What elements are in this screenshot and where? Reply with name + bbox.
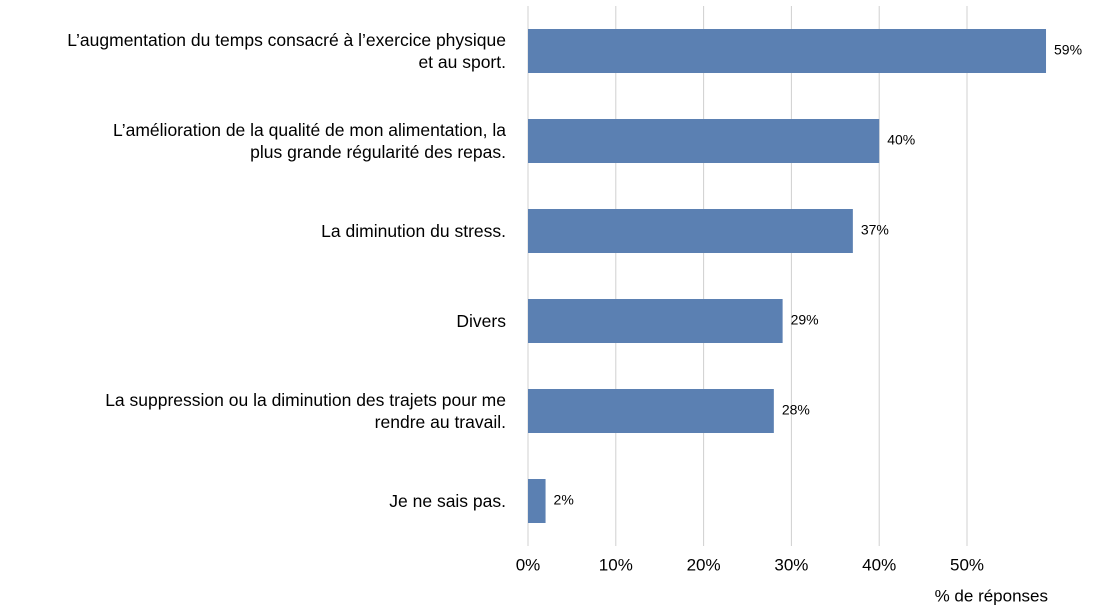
category-label: La suppression ou la diminution des traj…	[105, 390, 506, 432]
x-tick-label: 20%	[687, 555, 721, 574]
x-tick-label: 0%	[516, 555, 541, 574]
value-label: 37%	[861, 222, 889, 238]
category-label: L’amélioration de la qualité de mon alim…	[112, 120, 506, 162]
x-tick-label: 10%	[599, 555, 633, 574]
category-label: Je ne sais pas.	[389, 491, 506, 511]
bar	[528, 299, 783, 343]
bar	[528, 209, 853, 253]
value-label: 40%	[887, 132, 915, 148]
category-label: La diminution du stress.	[321, 221, 506, 241]
value-label: 2%	[554, 492, 574, 508]
value-label: 59%	[1054, 42, 1082, 58]
bar	[528, 389, 774, 433]
bar	[528, 119, 880, 163]
x-tick-label: 30%	[774, 555, 808, 574]
bar	[528, 479, 546, 523]
x-tick-label: 50%	[950, 555, 984, 574]
value-label: 28%	[782, 402, 810, 418]
x-tick-label: 40%	[862, 555, 896, 574]
category-label: Divers	[456, 311, 506, 331]
x-axis-label: % de réponses	[935, 586, 1048, 605]
category-label: L’augmentation du temps consacré à l’exe…	[67, 30, 506, 72]
value-label: 29%	[791, 312, 819, 328]
bar	[528, 29, 1047, 73]
